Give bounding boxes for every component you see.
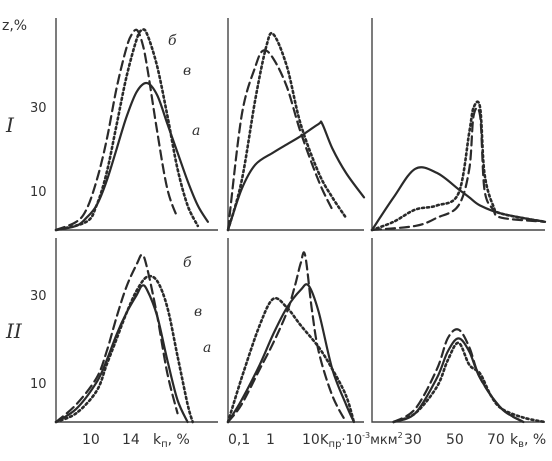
series-line-II-1-dashed <box>54 253 179 424</box>
series-line-II-2-solid <box>226 283 355 424</box>
ytick-label-row1-30: 30 <box>30 101 47 116</box>
x-axis-label-kv: kв, % <box>510 432 546 450</box>
axis-frame-I-3 <box>371 18 545 231</box>
curve-label-a-row2: a <box>203 340 211 356</box>
ytick-label-row2-10: 10 <box>30 377 47 392</box>
xtick-label-10: 10 <box>82 432 100 448</box>
xtick-label-14: 14 <box>122 432 140 448</box>
curve-label-b-row2: б <box>183 255 192 271</box>
x-axis-label-kp: kп, % <box>153 432 190 450</box>
xtick-label-1: 1 <box>266 432 275 448</box>
curve-label-v-row1: в <box>183 63 191 79</box>
curve-label-a-row1: a <box>192 123 200 139</box>
xtick-label-0-1: 0,1 <box>228 432 250 448</box>
series-line-I-1-dotted <box>54 28 200 232</box>
series-line-I-1-dashed <box>54 28 179 232</box>
axis-frame-II-3 <box>371 238 545 423</box>
axis-frame-II-1 <box>55 238 218 423</box>
series-line-II-2-dotted <box>226 296 356 424</box>
xtick-label-30: 30 <box>404 432 422 448</box>
series-line-I-1-solid <box>54 81 209 232</box>
series-line-II-1-dotted <box>54 274 194 424</box>
series-line-I-3-dashed <box>370 106 547 232</box>
xtick-label-70: 70 <box>487 432 505 448</box>
series-line-II-3-dotted <box>392 341 547 424</box>
curve-label-v-row2: в <box>194 304 202 320</box>
xtick-label-10b: 10 <box>302 432 320 448</box>
series-line-I-3-dotted <box>370 100 547 232</box>
axis-frame-I-2 <box>227 18 364 231</box>
series-line-II-2-dashed <box>226 251 348 424</box>
series-line-II-1-solid <box>54 284 189 424</box>
series-line-I-2-solid <box>226 120 366 232</box>
series-line-I-2-dotted <box>226 31 348 232</box>
row-label-I: I <box>5 113 15 137</box>
axis-frame-II-2 <box>227 238 364 423</box>
y-axis-label: z,% <box>2 18 27 34</box>
series-line-I-2-dashed <box>226 49 334 232</box>
ytick-label-row1-10: 10 <box>30 185 47 200</box>
row-label-II: II <box>5 319 23 343</box>
xtick-label-50: 50 <box>446 432 464 448</box>
curve-label-b-row1: б <box>168 33 177 49</box>
ytick-label-row2-30: 30 <box>30 289 47 304</box>
x-axis-label-kpr: Kпр·10-3мкм2 <box>320 431 403 450</box>
